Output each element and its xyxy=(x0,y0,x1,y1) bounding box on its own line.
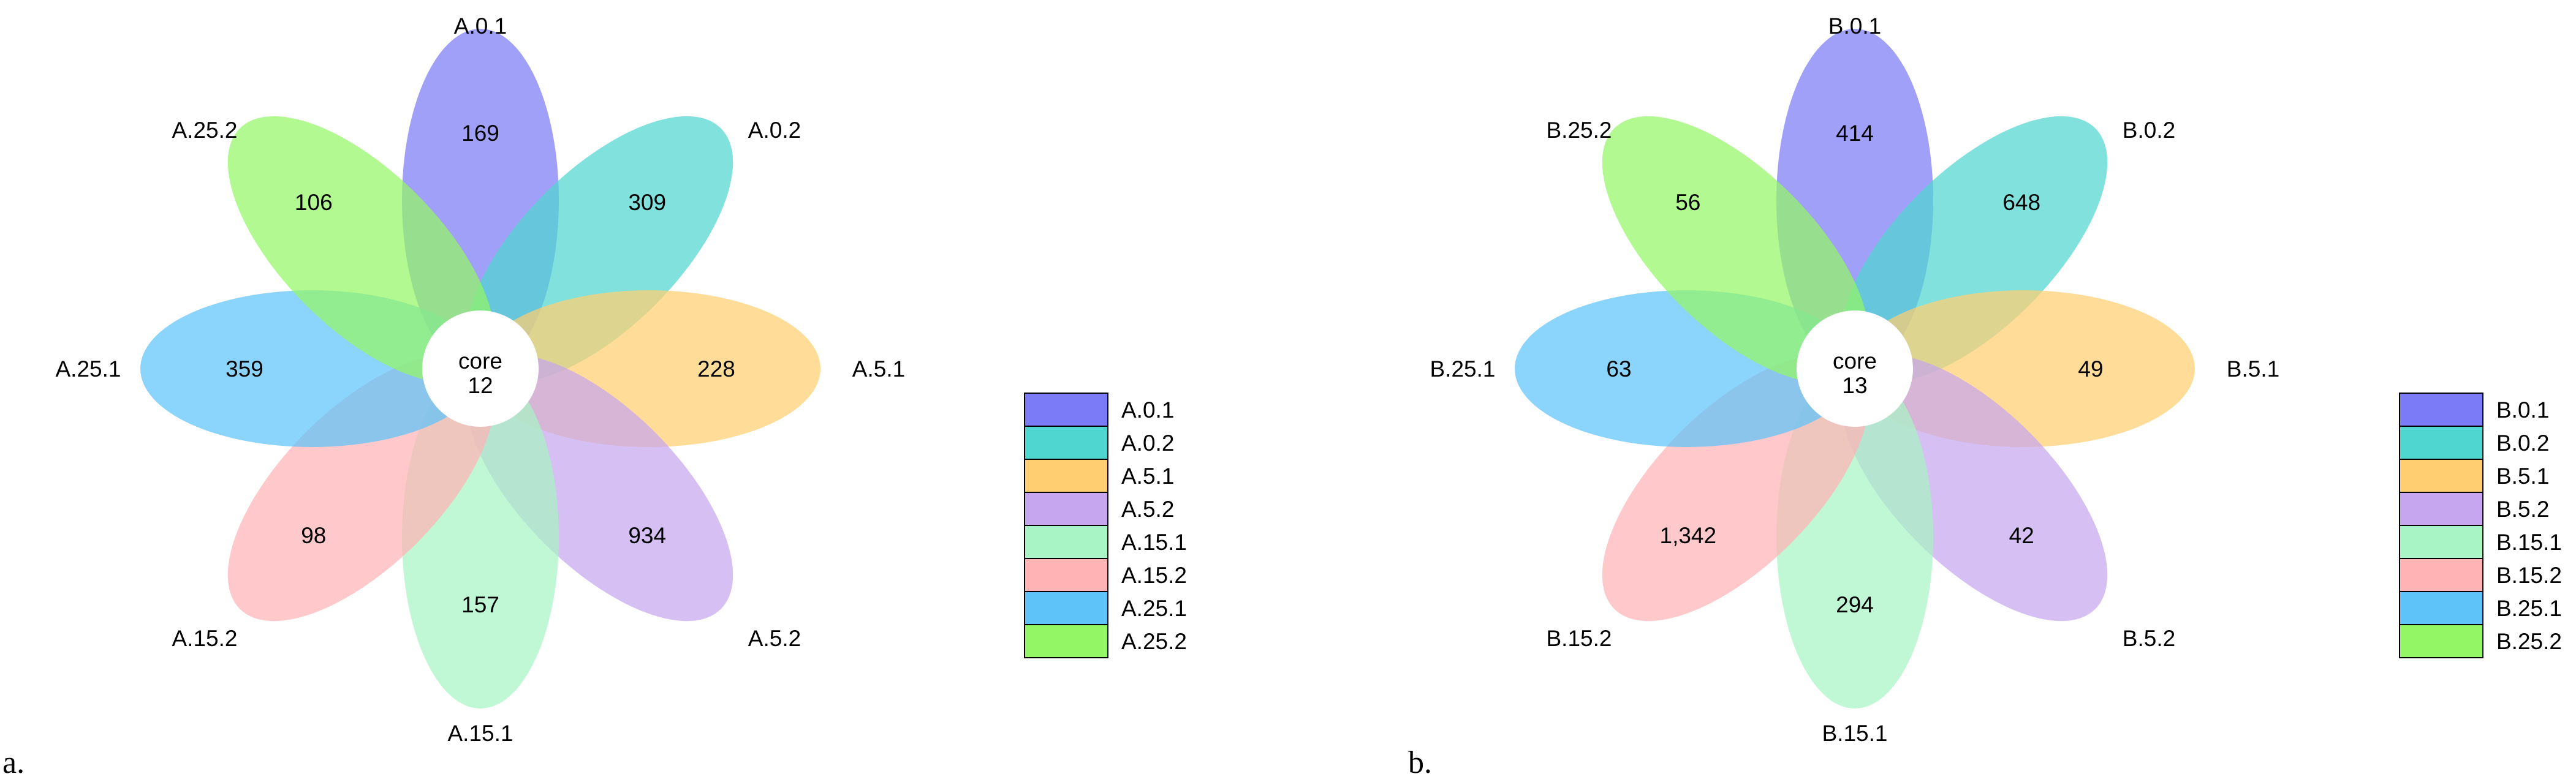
legend-swatch-B.0.1 xyxy=(2399,393,2483,427)
petal-value-A.0.2: 309 xyxy=(628,190,666,215)
petal-label-A.0.2: A.0.2 xyxy=(748,118,801,143)
core-label-a: core xyxy=(458,348,502,374)
legend-b: B.0.1 B.0.2 B.5.1 B.5.2 B.15.1 B.15.2 B.25.1 B.… xyxy=(2399,393,2562,658)
petal-label-A.25.1: A.25.1 xyxy=(56,356,121,382)
legend-swatch-B.0.2 xyxy=(2399,426,2483,460)
legend-label-B.5.2: B.5.2 xyxy=(2496,497,2549,522)
petal-label-B.25.1: B.25.1 xyxy=(1430,356,1496,382)
panel-label-a: a. xyxy=(2,745,25,780)
legend-swatch-A.5.2 xyxy=(1024,492,1108,526)
legend-label-B.5.1: B.5.1 xyxy=(2496,464,2549,489)
core-value-b: 13 xyxy=(1842,373,1867,398)
legend-swatch-A.25.1 xyxy=(1024,591,1108,625)
petal-label-B.0.1: B.0.1 xyxy=(1828,13,1881,39)
core-value-a: 12 xyxy=(468,373,493,398)
petal-value-B.25.1: 63 xyxy=(1606,356,1631,382)
petal-A.25.2 xyxy=(227,116,495,383)
petal-value-B.5.1: 49 xyxy=(2078,356,2103,382)
legend-a: A.0.1 A.0.2 A.5.1 A.5.2 A.15.1 A.15.2 A.25.1 A.… xyxy=(1024,393,1187,658)
petal-value-A.15.2: 98 xyxy=(301,523,326,548)
legend-swatch-B.5.2 xyxy=(2399,492,2483,526)
legend-swatch-A.25.2 xyxy=(1024,624,1108,658)
petal-B.25.2 xyxy=(1602,116,1869,383)
petal-label-A.0.1: A.0.1 xyxy=(454,13,507,39)
legend-swatch-A.0.2 xyxy=(1024,426,1108,460)
petal-values-b: 414 648 49 42 294 1,342 63 56 xyxy=(1606,121,2103,617)
petal-value-A.25.2: 106 xyxy=(295,190,333,215)
petal-value-A.5.1: 228 xyxy=(697,356,735,382)
petal-label-A.5.2: A.5.2 xyxy=(748,626,801,651)
petal-value-B.15.1: 294 xyxy=(1836,592,1874,617)
petal-value-A.25.1: 359 xyxy=(225,356,263,382)
petal-value-B.0.1: 414 xyxy=(1836,121,1874,146)
legend-label-B.25.1: B.25.1 xyxy=(2496,596,2562,621)
petal-label-A.15.2: A.15.2 xyxy=(172,626,238,651)
petal-label-B.15.1: B.15.1 xyxy=(1822,721,1888,746)
legend-swatch-B.15.2 xyxy=(2399,558,2483,592)
petal-label-A.5.1: A.5.1 xyxy=(852,356,905,382)
legend-label-A.0.2: A.0.2 xyxy=(1121,430,1174,456)
petal-label-B.5.2: B.5.2 xyxy=(2123,626,2175,651)
petal-label-B.0.2: B.0.2 xyxy=(2123,118,2175,143)
legend-label-B.15.2: B.15.2 xyxy=(2496,563,2562,588)
legend-label-A.15.1: A.15.1 xyxy=(1121,530,1187,555)
petal-names-a: A.0.1 A.0.2 A.5.1 A.5.2 A.15.1 A.15.2 A.25.1 A.… xyxy=(56,13,906,746)
legend-label-B.0.1: B.0.1 xyxy=(2496,397,2549,423)
legend-label-A.5.1: A.5.1 xyxy=(1121,464,1174,489)
petal-label-B.15.2: B.15.2 xyxy=(1547,626,1612,651)
petal-label-A.15.1: A.15.1 xyxy=(448,721,513,746)
legend-swatch-A.15.1 xyxy=(1024,525,1108,559)
legend-label-B.15.1: B.15.1 xyxy=(2496,530,2562,555)
petal-value-A.5.2: 934 xyxy=(628,523,666,548)
petal-names-b: B.0.1 B.0.2 B.5.1 B.5.2 B.15.1 B.15.2 B.25.1 B.… xyxy=(1430,13,2280,746)
petal-value-B.0.2: 648 xyxy=(2002,190,2040,215)
legend-label-A.25.1: A.25.1 xyxy=(1121,596,1187,621)
petal-value-A.15.1: 157 xyxy=(461,592,499,617)
petal-label-A.25.2: A.25.2 xyxy=(172,118,238,143)
core-circle-b xyxy=(1797,310,1913,427)
legend-swatch-B.25.1 xyxy=(2399,591,2483,625)
legend-swatch-B.15.1 xyxy=(2399,525,2483,559)
legend-swatch-B.5.1 xyxy=(2399,459,2483,493)
legend-swatch-A.5.1 xyxy=(1024,459,1108,493)
legend-swatch-A.15.2 xyxy=(1024,558,1108,592)
panel-label-b: b. xyxy=(1408,745,1432,780)
petal-label-B.25.2: B.25.2 xyxy=(1547,118,1612,143)
petal-value-B.5.2: 42 xyxy=(2009,523,2034,548)
legend-label-A.5.2: A.5.2 xyxy=(1121,497,1174,522)
legend-label-B.0.2: B.0.2 xyxy=(2496,430,2549,456)
legend-swatch-A.0.1 xyxy=(1024,393,1108,427)
petal-value-B.25.2: 56 xyxy=(1675,190,1700,215)
petal-value-A.0.1: 169 xyxy=(461,121,499,146)
core-circle-a xyxy=(422,310,539,427)
core-label-b: core xyxy=(1833,348,1877,374)
petals-b xyxy=(1515,29,2195,709)
petal-label-B.5.1: B.5.1 xyxy=(2227,356,2279,382)
legend-label-A.25.2: A.25.2 xyxy=(1121,629,1187,654)
legend-label-A.0.1: A.0.1 xyxy=(1121,397,1174,423)
petal-values-a: 169 309 228 934 157 98 359 106 xyxy=(225,121,735,617)
legend-label-B.25.2: B.25.2 xyxy=(2496,629,2562,654)
legend-swatch-B.25.2 xyxy=(2399,624,2483,658)
petals-a xyxy=(140,29,820,709)
legend-label-A.15.2: A.15.2 xyxy=(1121,563,1187,588)
petal-value-B.15.2: 1,342 xyxy=(1660,523,1717,548)
